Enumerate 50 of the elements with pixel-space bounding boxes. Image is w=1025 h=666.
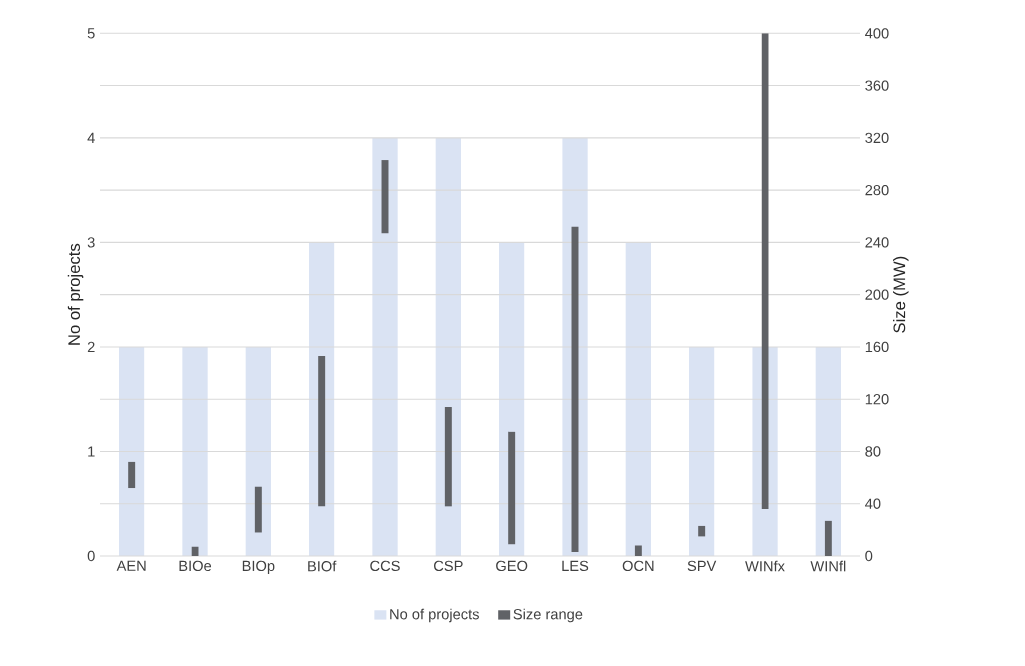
bar bbox=[634, 545, 642, 556]
bar bbox=[698, 525, 706, 537]
bar bbox=[508, 431, 516, 545]
y-tick-label: 5 bbox=[87, 28, 95, 39]
y2-axis-title: Size (MW) bbox=[893, 256, 909, 333]
x-tick-label: WINfl bbox=[810, 560, 846, 572]
x-tick-label: BIOe bbox=[179, 560, 212, 572]
x-tick-label: WINfx bbox=[745, 560, 785, 572]
bar bbox=[372, 137, 398, 556]
bar bbox=[625, 242, 651, 556]
y2-tick-label: 40 bbox=[865, 498, 881, 509]
bar bbox=[182, 346, 208, 556]
bar bbox=[499, 242, 525, 556]
y-axis-title: No of projects bbox=[67, 243, 84, 345]
x-tick-label: CSP bbox=[434, 560, 463, 572]
y2-tick-label: 160 bbox=[865, 341, 889, 353]
y2-tick-label: 200 bbox=[865, 289, 889, 300]
y2-tick-label: 320 bbox=[865, 132, 889, 144]
y-tick-label: 0 bbox=[87, 550, 95, 562]
x-tick-label: BIOf bbox=[308, 560, 337, 572]
y2-tick-label: 280 bbox=[865, 184, 889, 196]
y-tick-label: 3 bbox=[87, 237, 95, 248]
bar bbox=[435, 137, 461, 556]
bar bbox=[815, 346, 842, 556]
legend-label: No of projects bbox=[390, 608, 479, 623]
y2-tick-label: 360 bbox=[865, 80, 889, 91]
bar bbox=[318, 356, 326, 507]
bar bbox=[119, 346, 145, 556]
bar bbox=[128, 461, 136, 489]
x-tick-label: SPV bbox=[687, 560, 717, 572]
bar bbox=[444, 407, 452, 507]
x-tick-label: LES bbox=[562, 560, 589, 572]
legend-label: Size range bbox=[513, 608, 583, 623]
x-tick-label: CCS bbox=[370, 560, 400, 572]
bar bbox=[254, 486, 262, 533]
bar bbox=[689, 346, 715, 556]
y2-tick-label: 80 bbox=[865, 446, 881, 457]
x-tick-label: BIOp bbox=[242, 560, 275, 574]
bar bbox=[824, 520, 832, 556]
y2-tick-label: 240 bbox=[865, 237, 889, 248]
y2-tick-label: 0 bbox=[865, 550, 873, 562]
y-tick-label: 2 bbox=[87, 341, 95, 353]
x-tick-label: AEN bbox=[116, 560, 146, 571]
y-tick-label: 4 bbox=[87, 132, 95, 143]
x-tick-label: GEO bbox=[496, 560, 528, 572]
bar bbox=[245, 346, 271, 556]
y2-tick-label: 400 bbox=[865, 28, 889, 39]
x-tick-label: OCN bbox=[622, 560, 654, 572]
y2-tick-label: 120 bbox=[865, 394, 889, 405]
y-tick-label: 1 bbox=[88, 446, 95, 457]
